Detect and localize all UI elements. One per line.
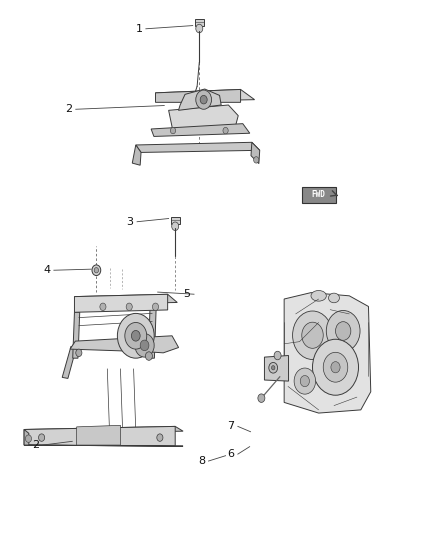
Polygon shape xyxy=(155,90,240,102)
Text: 1: 1 xyxy=(135,24,142,34)
Text: FWD: FWD xyxy=(311,190,325,199)
Circle shape xyxy=(331,361,340,373)
Text: 5: 5 xyxy=(184,289,191,299)
Circle shape xyxy=(326,310,360,352)
Polygon shape xyxy=(24,445,183,446)
Circle shape xyxy=(323,352,348,382)
Circle shape xyxy=(172,222,179,230)
Circle shape xyxy=(131,330,140,341)
Polygon shape xyxy=(169,105,238,131)
Ellipse shape xyxy=(328,293,339,303)
Text: 8: 8 xyxy=(198,456,205,466)
Circle shape xyxy=(126,303,132,311)
Circle shape xyxy=(140,340,149,351)
FancyBboxPatch shape xyxy=(302,187,336,203)
Polygon shape xyxy=(132,145,141,165)
Circle shape xyxy=(94,268,99,273)
Polygon shape xyxy=(74,294,177,304)
Polygon shape xyxy=(179,89,221,110)
Circle shape xyxy=(294,368,315,394)
Polygon shape xyxy=(136,142,260,152)
Polygon shape xyxy=(74,294,168,312)
Circle shape xyxy=(223,127,228,134)
Circle shape xyxy=(269,362,278,373)
FancyBboxPatch shape xyxy=(171,216,180,224)
Circle shape xyxy=(152,303,159,311)
Circle shape xyxy=(145,352,152,360)
Circle shape xyxy=(39,434,45,441)
Polygon shape xyxy=(155,90,254,101)
Circle shape xyxy=(170,127,176,134)
Polygon shape xyxy=(70,336,179,353)
Circle shape xyxy=(272,366,275,370)
Circle shape xyxy=(157,434,163,441)
Text: 4: 4 xyxy=(43,265,50,275)
Circle shape xyxy=(300,375,309,386)
Circle shape xyxy=(274,351,281,360)
Circle shape xyxy=(302,322,323,349)
Circle shape xyxy=(100,303,106,311)
Circle shape xyxy=(196,90,212,109)
Polygon shape xyxy=(77,425,120,445)
Polygon shape xyxy=(73,312,80,358)
Circle shape xyxy=(254,157,259,163)
Text: 3: 3 xyxy=(127,217,134,227)
FancyBboxPatch shape xyxy=(195,19,204,26)
Text: 2: 2 xyxy=(32,440,39,450)
Polygon shape xyxy=(24,426,183,433)
Ellipse shape xyxy=(311,290,326,301)
Polygon shape xyxy=(251,142,260,164)
Text: 2: 2 xyxy=(65,104,72,114)
Circle shape xyxy=(25,435,32,442)
Circle shape xyxy=(312,340,358,395)
Circle shape xyxy=(200,95,207,104)
Polygon shape xyxy=(24,426,175,446)
Polygon shape xyxy=(284,293,371,413)
Circle shape xyxy=(293,311,332,360)
Circle shape xyxy=(76,349,82,357)
Circle shape xyxy=(135,334,154,357)
Text: 7: 7 xyxy=(227,422,234,431)
Polygon shape xyxy=(62,346,77,378)
Circle shape xyxy=(336,322,351,340)
Circle shape xyxy=(117,313,154,358)
Circle shape xyxy=(258,394,265,402)
Circle shape xyxy=(196,24,203,33)
Circle shape xyxy=(92,265,101,276)
Polygon shape xyxy=(265,356,289,381)
Polygon shape xyxy=(24,430,29,445)
Polygon shape xyxy=(151,124,250,136)
Polygon shape xyxy=(148,308,156,358)
Text: 6: 6 xyxy=(227,449,234,459)
Circle shape xyxy=(125,322,147,349)
